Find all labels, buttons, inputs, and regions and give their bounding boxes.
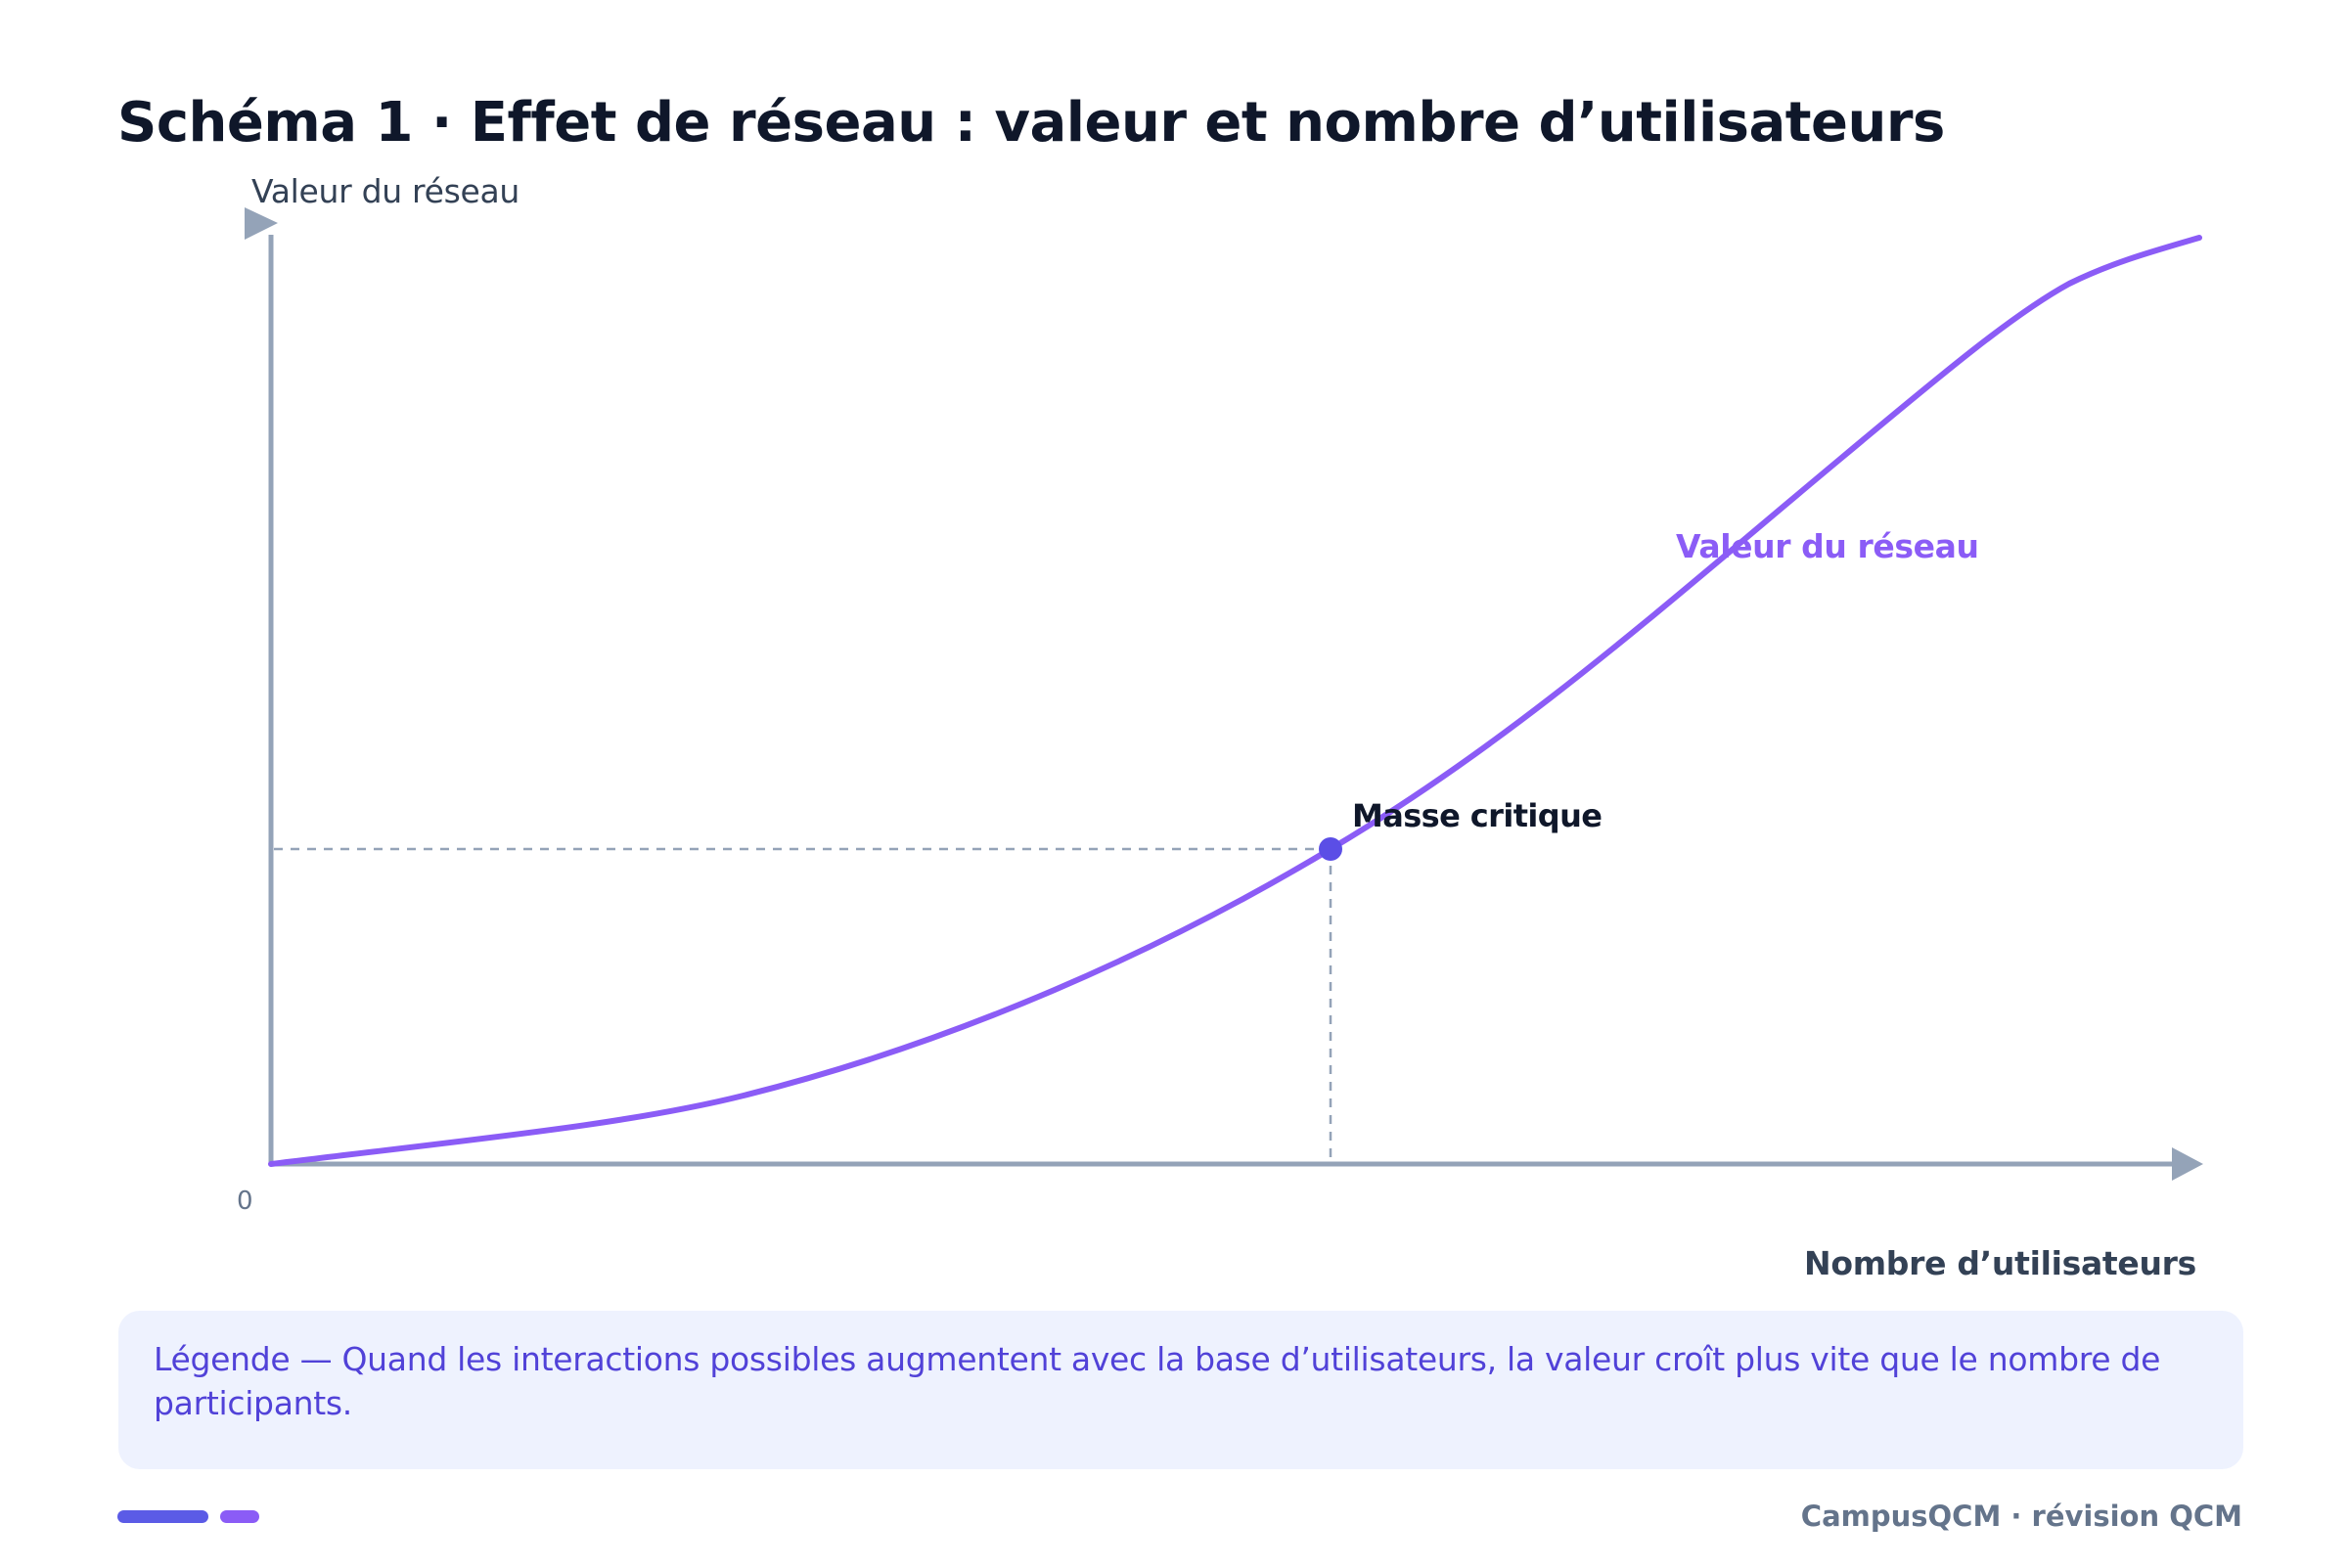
network-value-curve bbox=[268, 235, 2202, 1167]
footer-brand: CampusQCM · révision QCM bbox=[1800, 1500, 2242, 1533]
critical-mass-label: Masse critique bbox=[1352, 797, 1602, 834]
y-axis-arrow-icon bbox=[245, 207, 278, 240]
network-effect-diagram: Valeur du réseau 0 Nombre d’utilisateurs… bbox=[237, 172, 2203, 1282]
page-title: Schéma 1 · Effet de réseau : valeur et n… bbox=[117, 91, 1945, 155]
critical-mass-point bbox=[1319, 837, 1342, 861]
caption-text: Légende — Quand les interactions possibl… bbox=[154, 1340, 2161, 1422]
footer-accent-bar-secondary bbox=[220, 1510, 259, 1523]
x-axis-arrow-icon bbox=[2172, 1147, 2203, 1181]
origin-label: 0 bbox=[237, 1187, 253, 1216]
caption-box: Légende — Quand les interactions possibl… bbox=[118, 1311, 2243, 1469]
y-axis-label: Valeur du réseau bbox=[251, 172, 519, 210]
x-axis-label: Nombre d’utilisateurs bbox=[1804, 1244, 2196, 1282]
footer-accent-bar-primary bbox=[117, 1510, 208, 1523]
curve-label: Valeur du réseau bbox=[1676, 527, 1979, 565]
